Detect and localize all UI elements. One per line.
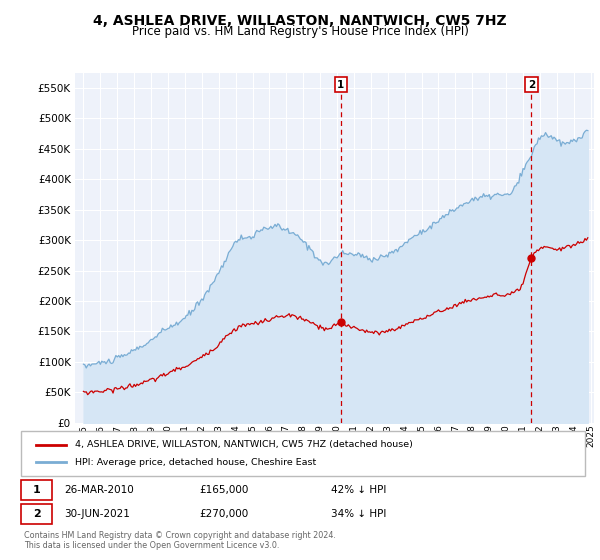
Text: 26-MAR-2010: 26-MAR-2010 [64, 485, 134, 495]
Text: 1: 1 [337, 80, 344, 90]
Text: 42% ↓ HPI: 42% ↓ HPI [331, 485, 386, 495]
Text: Contains HM Land Registry data © Crown copyright and database right 2024.
This d: Contains HM Land Registry data © Crown c… [24, 530, 336, 550]
Text: 4, ASHLEA DRIVE, WILLASTON, NANTWICH, CW5 7HZ (detached house): 4, ASHLEA DRIVE, WILLASTON, NANTWICH, CW… [75, 441, 413, 450]
Text: 30-JUN-2021: 30-JUN-2021 [64, 509, 130, 519]
Text: 1: 1 [33, 485, 40, 495]
Text: £165,000: £165,000 [199, 485, 248, 495]
Text: HPI: Average price, detached house, Cheshire East: HPI: Average price, detached house, Ches… [75, 458, 316, 466]
Text: Price paid vs. HM Land Registry's House Price Index (HPI): Price paid vs. HM Land Registry's House … [131, 25, 469, 38]
Text: 34% ↓ HPI: 34% ↓ HPI [331, 509, 386, 519]
Text: 2: 2 [33, 509, 40, 519]
Text: 2: 2 [528, 80, 535, 90]
Text: £270,000: £270,000 [199, 509, 248, 519]
Text: 4, ASHLEA DRIVE, WILLASTON, NANTWICH, CW5 7HZ: 4, ASHLEA DRIVE, WILLASTON, NANTWICH, CW… [93, 14, 507, 28]
